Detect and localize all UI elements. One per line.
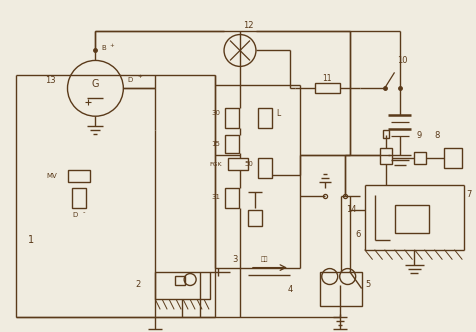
Text: 10: 10 — [397, 56, 407, 65]
Bar — [155, 272, 209, 299]
Bar — [314, 83, 339, 93]
Text: G: G — [91, 79, 99, 89]
Bar — [444, 148, 461, 168]
Text: 3: 3 — [232, 255, 237, 264]
Text: 6: 6 — [354, 230, 359, 239]
Bar — [225, 108, 238, 128]
Bar — [319, 272, 361, 306]
Text: 14: 14 — [346, 205, 356, 214]
Text: 9: 9 — [416, 130, 421, 140]
Bar — [379, 148, 391, 164]
Text: +: + — [137, 74, 142, 79]
Bar — [394, 205, 428, 233]
Text: 31: 31 — [210, 194, 219, 200]
Text: 4: 4 — [287, 285, 292, 294]
Text: MV: MV — [47, 173, 58, 179]
Text: 5: 5 — [364, 280, 369, 289]
Text: B: B — [101, 45, 106, 51]
Text: 15: 15 — [211, 141, 219, 147]
Text: 燃燒: 燃燒 — [261, 257, 268, 262]
Bar — [225, 135, 238, 153]
Bar — [228, 158, 248, 170]
Text: 7: 7 — [466, 190, 471, 200]
Bar — [382, 130, 388, 138]
Text: 50: 50 — [244, 161, 252, 167]
Bar — [248, 210, 261, 226]
Bar — [225, 188, 238, 208]
Text: 2: 2 — [135, 280, 140, 289]
Text: D: D — [127, 77, 132, 83]
Bar — [258, 108, 271, 128]
Text: 1: 1 — [28, 235, 34, 245]
Text: D: D — [72, 212, 78, 218]
Text: 11: 11 — [321, 74, 331, 83]
Text: -: - — [82, 209, 85, 215]
Text: 30: 30 — [210, 110, 219, 116]
Bar — [69, 170, 90, 182]
Bar — [72, 188, 86, 208]
Bar — [258, 158, 271, 178]
Bar — [175, 276, 185, 286]
Bar — [414, 152, 426, 164]
Text: 12: 12 — [242, 21, 253, 30]
Text: +: + — [109, 43, 114, 48]
Text: 13: 13 — [45, 76, 56, 85]
Text: L: L — [275, 109, 279, 118]
Text: 8: 8 — [434, 130, 439, 140]
Text: FGK: FGK — [209, 161, 222, 167]
